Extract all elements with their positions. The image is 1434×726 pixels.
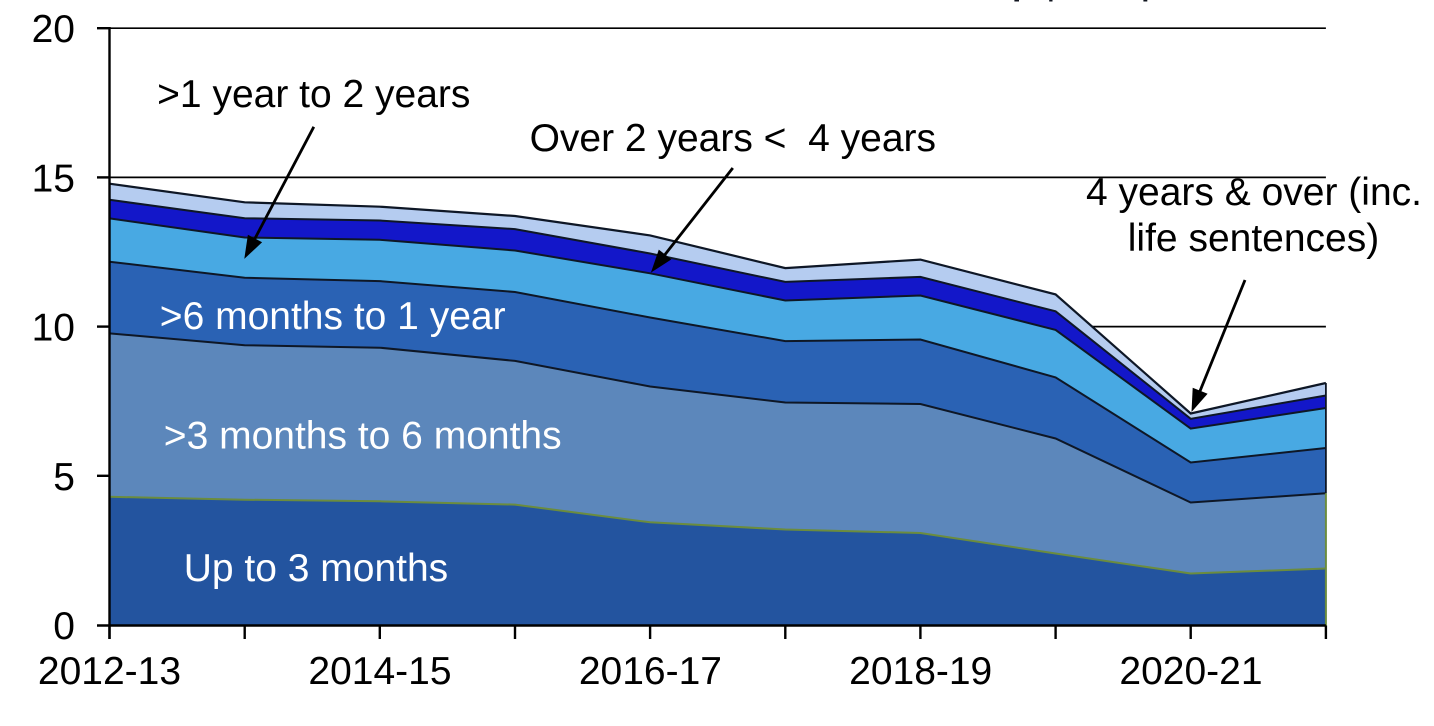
svg-text:20: 20 [32, 8, 75, 51]
svg-text:>1 year to 2 years: >1 year to 2 years [157, 73, 470, 116]
svg-text:Over 2 years < 4 years: Over 2 years < 4 years [530, 117, 936, 160]
svg-text:Up to 3 months: Up to 3 months [184, 547, 448, 590]
svg-text:5: 5 [53, 456, 75, 499]
svg-text:15: 15 [32, 157, 75, 200]
svg-text:2012-13: 2012-13 [38, 650, 181, 693]
svg-text:0: 0 [53, 605, 75, 648]
svg-text:2014-15: 2014-15 [308, 650, 451, 693]
svg-text:4 years & over (inc.: 4 years & over (inc. [1086, 171, 1422, 214]
svg-text:>6 months to 1 year: >6 months to 1 year [160, 295, 506, 338]
svg-text:2020-21: 2020-21 [1119, 650, 1262, 693]
svg-text:10: 10 [32, 307, 75, 350]
svg-text:life sentences): life sentences) [1128, 217, 1379, 260]
svg-text:>3 months to 6 months: >3 months to 6 months [164, 415, 562, 458]
svg-text:2018-19: 2018-19 [849, 650, 992, 693]
svg-text:2016-17: 2016-17 [579, 650, 722, 693]
